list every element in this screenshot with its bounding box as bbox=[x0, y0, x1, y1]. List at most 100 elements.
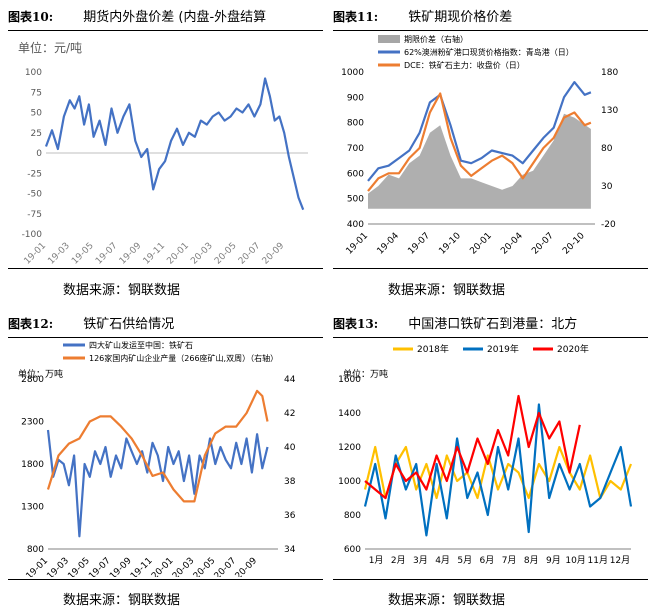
panel-figure-11: 图表11: 铁矿期现价格价差 400 500 600 700 800 900 1000 -20… bbox=[333, 6, 648, 298]
bottom-rule bbox=[8, 268, 323, 269]
y-tick-label: -25 bbox=[27, 169, 42, 179]
y2-tick-label: 44 bbox=[284, 375, 296, 385]
legend-label: 2018年 bbox=[417, 343, 449, 355]
x-tick-label: 8月 bbox=[524, 555, 539, 566]
y2-tick-label: 40 bbox=[284, 443, 296, 453]
legend-label: 期限价差（右轴） bbox=[404, 34, 468, 44]
unit-label: 单位：元/吨 bbox=[18, 40, 82, 55]
bottom-rule bbox=[8, 579, 323, 580]
figure-label: 图表12: bbox=[8, 317, 54, 331]
x-tick-label: 19-04 bbox=[376, 231, 402, 257]
y-tick-label: 50 bbox=[31, 109, 43, 119]
x-tick-label: 19-09 bbox=[118, 241, 144, 266]
series-line bbox=[46, 429, 269, 538]
data-source: 数据来源：钢联数据 bbox=[63, 593, 181, 608]
x-tick-label: 20-09 bbox=[234, 556, 260, 577]
figure-label: 图表13: bbox=[333, 317, 379, 331]
y-tick-label: 700 bbox=[347, 144, 364, 154]
x-tick-label: 6月 bbox=[480, 555, 495, 566]
title-rule bbox=[333, 337, 648, 338]
y-tick-label: 600 bbox=[347, 169, 364, 179]
y-tick-label: 1000 bbox=[341, 68, 364, 78]
x-tick-label: 19-01 bbox=[23, 241, 49, 266]
y2-tick-label: 36 bbox=[284, 511, 296, 521]
x-tick-label: 20-01 bbox=[165, 241, 191, 266]
series-line bbox=[367, 81, 592, 182]
x-tick-label: 4月 bbox=[435, 555, 450, 566]
series-area bbox=[368, 113, 591, 209]
y-tick-label: 1600 bbox=[338, 375, 361, 385]
y-tick-label: 1400 bbox=[338, 409, 361, 419]
x-tick-label: 19-07 bbox=[94, 241, 120, 266]
y2-tick-label: -20 bbox=[601, 220, 616, 230]
y2-tick-label: 38 bbox=[284, 477, 296, 487]
panel-title: 图表12: 铁矿石供给情况 bbox=[8, 313, 174, 335]
legend-label: 126家国内矿山企业产量（266座矿山,双周）（右轴） bbox=[89, 353, 278, 363]
y-tick-label: 1200 bbox=[338, 443, 361, 453]
y-tick-label: 500 bbox=[347, 195, 364, 205]
series-line bbox=[44, 77, 305, 211]
legend-label: 四大矿山发运至中国：铁矿石 bbox=[89, 341, 193, 350]
figure-title: 铁矿石供给情况 bbox=[83, 317, 175, 332]
data-source: 数据来源：钢联数据 bbox=[388, 283, 506, 298]
chart-supply: 单位：万吨800130018002300280034363840424419-0… bbox=[18, 341, 296, 577]
y2-tick-label: 80 bbox=[601, 144, 613, 154]
series-line bbox=[364, 394, 581, 500]
x-tick-label: 20-05 bbox=[213, 241, 239, 266]
chart-spot-futures: 400 500 600 700 800 900 1000 -20 30 80 130 180 19-01… bbox=[341, 34, 618, 257]
figure-label: 图表11: bbox=[333, 10, 379, 24]
x-tick-label: 19-07 bbox=[406, 231, 432, 257]
series-line bbox=[367, 92, 592, 192]
figure-title: 期货内外盘价差 (内盘-外盘结算 bbox=[83, 10, 267, 25]
legend-label: 2020年 bbox=[557, 343, 589, 355]
chart-futures-spread: 单位：元/吨-100-75-50-25025507510019-0119-031… bbox=[18, 40, 308, 266]
legend-swatch bbox=[378, 35, 400, 43]
x-tick-label: 20-10 bbox=[561, 231, 587, 257]
y-tick-label: 1300 bbox=[21, 503, 44, 513]
panel-figure-12: 图表12: 铁矿石供给情况 单位：万吨 800 1300 1800 2300 2800 34… bbox=[8, 313, 323, 608]
x-tick-label: 20-04 bbox=[499, 231, 525, 257]
x-tick-label: 19-01 bbox=[345, 231, 371, 257]
y2-tick-label: 30 bbox=[601, 182, 613, 192]
data-source: 数据来源：钢联数据 bbox=[63, 283, 181, 298]
series-line bbox=[46, 389, 269, 503]
y-tick-label: 800 bbox=[344, 511, 361, 521]
x-tick-label: 3月 bbox=[413, 555, 428, 566]
title-rule bbox=[8, 337, 323, 338]
y-tick-label: 800 bbox=[347, 119, 364, 129]
bottom-rule bbox=[333, 268, 648, 269]
unit-label: 单位：万吨 bbox=[343, 368, 388, 380]
data-source: 数据来源：钢联数据 bbox=[388, 593, 506, 608]
panel-title: 图表13: 中国港口铁矿石到港量：北方 bbox=[333, 313, 577, 335]
title-rule bbox=[8, 30, 323, 31]
y-tick-label: 0 bbox=[36, 149, 42, 159]
x-tick-label: 12月 bbox=[610, 555, 630, 566]
y-tick-label: 1000 bbox=[338, 477, 361, 487]
y-tick-label: -100 bbox=[22, 230, 43, 240]
y-tick-label: -50 bbox=[27, 190, 42, 200]
panel-title: 图表10: 期货内外盘价差 (内盘-外盘结算 bbox=[8, 6, 266, 28]
x-tick-label: 20-07 bbox=[237, 241, 263, 266]
figure-label: 图表10: bbox=[8, 10, 54, 24]
y-tick-label: 1800 bbox=[21, 460, 44, 470]
x-tick-label: 9月 bbox=[546, 555, 561, 566]
y-tick-label: 800 bbox=[27, 545, 44, 555]
x-tick-label: 2月 bbox=[391, 555, 406, 566]
bottom-rule bbox=[333, 579, 648, 580]
x-tick-label: 1月 bbox=[369, 555, 384, 566]
x-tick-label: 19-10 bbox=[437, 231, 463, 257]
series-line bbox=[363, 445, 633, 500]
y-tick-label: 600 bbox=[344, 545, 361, 555]
y-tick-label: -75 bbox=[27, 210, 42, 220]
y-tick-label: 75 bbox=[31, 88, 42, 98]
x-tick-label: 19-03 bbox=[46, 241, 72, 266]
y2-tick-label: 34 bbox=[284, 545, 296, 555]
x-tick-label: 7月 bbox=[502, 555, 517, 566]
y2-tick-label: 42 bbox=[284, 409, 295, 419]
y2-tick-label: 180 bbox=[601, 68, 618, 78]
y-tick-label: 2300 bbox=[21, 418, 44, 428]
panel-figure-10: 图表10: 期货内外盘价差 (内盘-外盘结算 单位：元/吨 -100 -75 -50 -… bbox=[8, 6, 323, 298]
x-tick-label: 19-11 bbox=[142, 241, 168, 266]
y-tick-label: 900 bbox=[347, 93, 364, 103]
title-rule bbox=[333, 30, 648, 31]
